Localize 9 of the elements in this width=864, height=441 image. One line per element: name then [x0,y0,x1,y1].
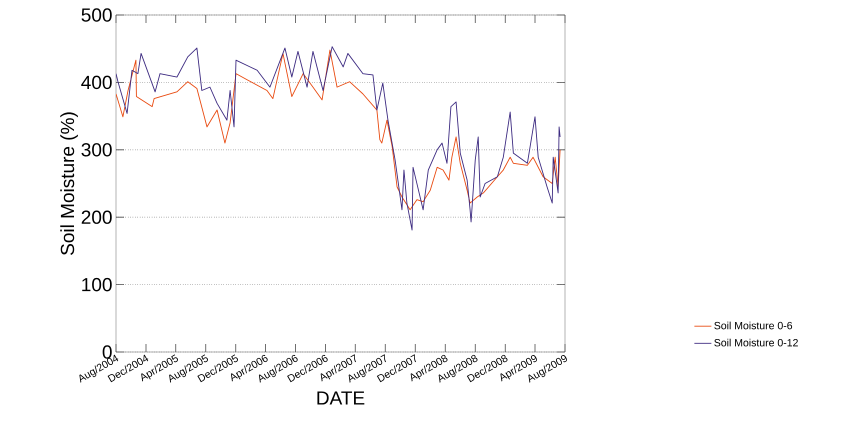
y-tick-label: 400 [81,76,112,90]
legend-label: Soil Moisture 0-6 [714,322,792,330]
y-tick-label: 500 [82,8,112,22]
legend-label: Soil Moisture 0-12 [714,338,798,346]
x-axis-title: DATE [317,391,364,405]
y-tick-label: 300 [82,143,112,157]
y-tick-label: 200 [82,210,112,224]
y-tick-label: 100 [82,278,112,292]
y-axis-title: Soil Moisture (%) [60,112,78,255]
